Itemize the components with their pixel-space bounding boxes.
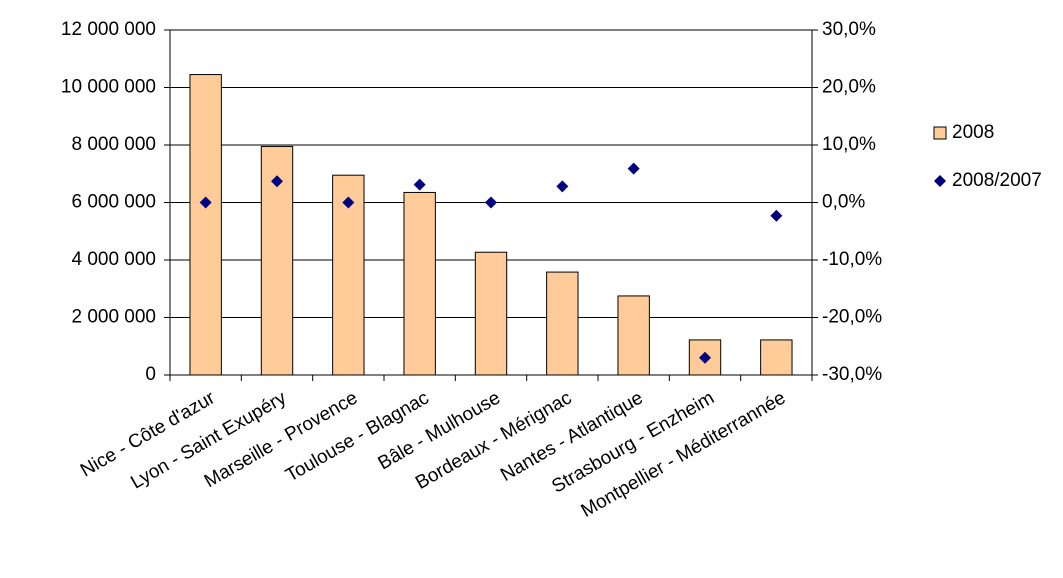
bar: [617, 295, 650, 376]
y-tick-label: 0: [145, 364, 156, 385]
y2-tick-label: -30,0%: [822, 364, 882, 385]
point: [485, 196, 497, 209]
point: [199, 196, 212, 209]
bar: [332, 174, 365, 376]
y2-tick-label: 20,0%: [822, 77, 876, 98]
legend-swatch: [933, 126, 947, 140]
bar: [260, 145, 294, 376]
point: [770, 209, 783, 222]
point: [699, 351, 711, 364]
bar: [474, 251, 508, 376]
y-tick-label: 6 000 000: [71, 192, 156, 213]
y-tick-label: 8 000 000: [71, 134, 156, 155]
y-tick-label: 4 000 000: [71, 249, 156, 270]
y2-tick-label: -10,0%: [822, 249, 882, 270]
y2-tick-label: 10,0%: [822, 134, 876, 155]
legend-label: 2008: [952, 122, 994, 143]
y2-tick-label: 0,0%: [822, 192, 865, 213]
point: [556, 180, 569, 193]
point: [413, 178, 426, 191]
point: [271, 175, 283, 188]
bar: [760, 339, 793, 376]
legend-swatch: [934, 175, 946, 187]
y-tick-label: 10 000 000: [61, 77, 156, 98]
y-tick-label: 12 000 000: [61, 19, 156, 40]
bar: [189, 74, 222, 376]
legend-label: 2008/2007: [952, 170, 1042, 191]
y-tick-label: 2 000 000: [71, 307, 156, 328]
point: [627, 162, 640, 175]
y2-tick-label: 30,0%: [822, 19, 876, 40]
bar: [403, 191, 436, 376]
point: [342, 196, 355, 209]
bar: [546, 271, 579, 376]
y2-tick-label: -20,0%: [822, 307, 882, 328]
